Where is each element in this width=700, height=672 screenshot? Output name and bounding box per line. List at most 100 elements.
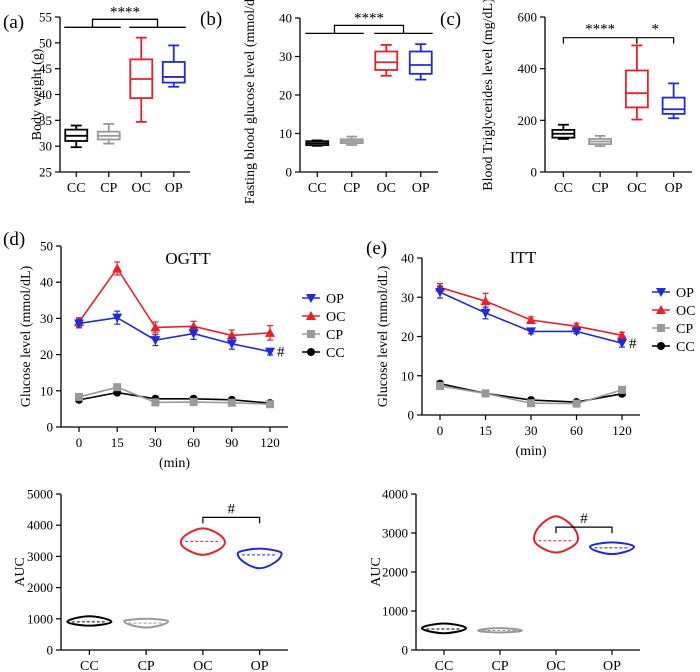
marker-triangle-down bbox=[526, 327, 536, 337]
violin-body bbox=[420, 622, 468, 635]
x-tick-label: 120 bbox=[260, 435, 280, 450]
y-tick-label: 20 bbox=[40, 347, 53, 362]
x-tick-label: OP bbox=[412, 181, 430, 196]
y-axis-label: Body weight (g) bbox=[30, 48, 45, 140]
sig-label: # bbox=[580, 511, 588, 527]
series-CP bbox=[436, 381, 626, 408]
y-tick-label: 3000 bbox=[382, 526, 408, 541]
y-tick-label: 4000 bbox=[382, 487, 408, 502]
x-tick-label: 120 bbox=[612, 423, 632, 438]
x-tick-label: OC bbox=[546, 659, 565, 672]
panel-label: (d) bbox=[3, 229, 25, 250]
marker-square bbox=[227, 398, 236, 407]
series-line bbox=[78, 267, 271, 337]
marker-square bbox=[481, 389, 490, 398]
legend-label: CC bbox=[676, 340, 695, 355]
y-tick-label: 3000 bbox=[27, 549, 53, 564]
sig-bracket bbox=[333, 24, 405, 34]
box-body bbox=[624, 69, 649, 109]
box-OP bbox=[161, 44, 186, 88]
sig-label: # bbox=[228, 501, 236, 517]
chart-a: (a) 25 30 35 40 45 50 55 Body weight (g) CC CP OC OP… bbox=[3, 4, 190, 196]
marker-triangle-down bbox=[265, 347, 275, 357]
x-tick-label: OC bbox=[627, 181, 646, 196]
x-tick-label: CC bbox=[80, 659, 99, 672]
panel-label: (c) bbox=[440, 9, 461, 30]
chart-title: ITT bbox=[510, 248, 537, 267]
marker-triangle-down bbox=[480, 308, 491, 318]
x-tick-label: 90 bbox=[225, 435, 238, 450]
marker-triangle-up bbox=[150, 322, 161, 332]
y-tick-label: 40 bbox=[279, 11, 292, 26]
box-body bbox=[374, 50, 399, 71]
chart-d: (d) OGTT 0 10 20 30 40 50 Glucose level (mmol/dL… bbox=[3, 229, 345, 471]
x-tick-label: CP bbox=[592, 181, 609, 196]
x-tick-label: CC bbox=[67, 181, 86, 196]
x-tick-label: 30 bbox=[149, 435, 162, 450]
y-tick-label: 25 bbox=[39, 165, 52, 180]
x-tick-label: OP bbox=[165, 181, 183, 196]
marker-square bbox=[436, 381, 444, 390]
y-tick-label: 2000 bbox=[27, 580, 53, 595]
violin-CC bbox=[66, 615, 113, 627]
legend: OP OC CP CC bbox=[302, 292, 345, 361]
y-tick-label: 10 bbox=[279, 126, 292, 141]
marker-square bbox=[618, 385, 626, 394]
y-tick-label: 10 bbox=[40, 383, 53, 398]
x-axis-label: (min) bbox=[159, 456, 190, 471]
marker-square bbox=[113, 383, 122, 392]
legend-label: OC bbox=[676, 304, 695, 319]
marker-square bbox=[572, 399, 581, 408]
legend-label: OC bbox=[326, 310, 345, 325]
box-CC bbox=[551, 123, 576, 140]
y-tick-label: 1000 bbox=[27, 611, 53, 626]
violin-body bbox=[66, 615, 113, 627]
box-OC bbox=[129, 36, 154, 123]
y-tick-label: 0 bbox=[408, 408, 415, 423]
violin-body bbox=[532, 515, 580, 554]
sig-bracket bbox=[202, 516, 261, 524]
marker-triangle-down bbox=[617, 339, 627, 349]
y-tick-label: 0 bbox=[286, 165, 293, 180]
y-tick-label: 40 bbox=[40, 275, 53, 290]
panel-label: (b) bbox=[200, 9, 222, 30]
marker-triangle-down bbox=[188, 329, 199, 339]
violin-CP bbox=[476, 627, 524, 634]
marker-square bbox=[657, 324, 665, 332]
x-tick-label: CC bbox=[308, 181, 327, 196]
y-tick-label: 400 bbox=[518, 61, 538, 76]
x-tick-label: OC bbox=[193, 659, 212, 672]
x-tick-label: 15 bbox=[479, 423, 492, 438]
x-tick-label: OC bbox=[377, 181, 396, 196]
y-tick-label: 55 bbox=[39, 10, 52, 25]
marker-triangle-down bbox=[656, 288, 666, 297]
y-tick-label: 40 bbox=[401, 251, 414, 266]
box-CP bbox=[339, 135, 364, 146]
x-tick-label: CP bbox=[138, 659, 155, 672]
y-tick-label: 20 bbox=[401, 329, 414, 344]
marker-triangle-up bbox=[656, 305, 666, 314]
marker-triangle-down bbox=[112, 313, 123, 323]
marker-triangle-up bbox=[306, 311, 316, 320]
y-tick-label: 0 bbox=[47, 643, 54, 658]
x-tick-label: CC bbox=[435, 659, 454, 672]
x-tick-label: OC bbox=[132, 181, 151, 196]
marker-triangle-down bbox=[74, 319, 84, 329]
x-tick-label: 0 bbox=[437, 423, 444, 438]
marker-square bbox=[266, 400, 274, 409]
marker-triangle-up bbox=[526, 315, 536, 325]
box-OP bbox=[661, 82, 686, 120]
y-tick-label: 20 bbox=[279, 88, 292, 103]
chart-e: (e) ITT 0 10 20 30 40 Glucose level (mmol/dL) 0 1… bbox=[366, 238, 695, 459]
x-tick-label: 0 bbox=[76, 435, 83, 450]
marker-circle bbox=[657, 342, 665, 350]
y-tick-label: 2000 bbox=[382, 565, 408, 580]
y-axis-label: Fasting blood glucose level (mmol/dL) bbox=[243, 0, 258, 204]
y-tick-label: 600 bbox=[518, 10, 538, 25]
violin-OP bbox=[236, 547, 283, 570]
violin-CP bbox=[123, 617, 170, 629]
end-annotation: # bbox=[277, 345, 285, 361]
x-tick-label: OP bbox=[251, 659, 269, 672]
series-CC bbox=[75, 388, 274, 408]
